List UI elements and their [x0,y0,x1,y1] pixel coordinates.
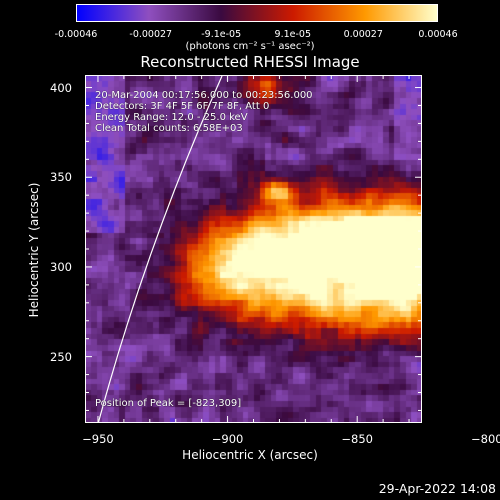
colorbar-tick-label: -9.1e-05 [201,29,242,40]
chart-title: Reconstructed RHESSI Image [140,53,360,71]
limb-path [97,76,223,422]
colorbar-tick-label: -0.00027 [129,29,173,40]
y-axis-label: Heliocentric Y (arcsec) [27,182,41,318]
annotation-energy: Energy Range: 12.0 - 25.0 keV [95,112,248,123]
annotation-detectors: Detectors: 3F 4F 5F 6F 7F 8F, Att 0 [95,101,270,112]
x-tick-label: −800 [471,432,500,446]
solar-limb-line [97,76,223,422]
annotation-clean: Clean Total counts: 6.58E+03 [95,123,243,134]
colorbar-tick-label: 9.1e-05 [274,29,312,40]
colorbar-tick-label: 0.00046 [418,29,458,40]
y-tick-label: 400 [50,80,72,95]
heatmap-image [86,76,421,422]
y-tick-label: 350 [50,170,72,185]
annotation-time: 20-Mar-2004 00:17:56.000 to 00:23:56.000 [95,90,313,101]
colorbar-tick-label: 0.00027 [343,29,383,40]
x-axis-label: Heliocentric X (arcsec) [182,448,318,462]
colorbar [76,4,438,22]
x-tick-label: −950 [82,432,114,446]
plot-area: 20-Mar-2004 00:17:56.000 to 00:23:56.000… [85,75,422,423]
x-tick-label: −900 [211,432,244,446]
y-tick-label: 300 [50,259,72,274]
timestamp: 29-Apr-2022 14:08 [378,481,496,496]
y-tick-label: 250 [50,349,72,364]
annotation-peak: Position of Peak = [-823,309] [95,398,242,409]
x-tick-label: −850 [341,432,373,446]
colorbar-unit: (photons cm⁻² s⁻¹ asec⁻²) [185,41,315,52]
colorbar-tick-label: -0.00046 [54,29,98,40]
